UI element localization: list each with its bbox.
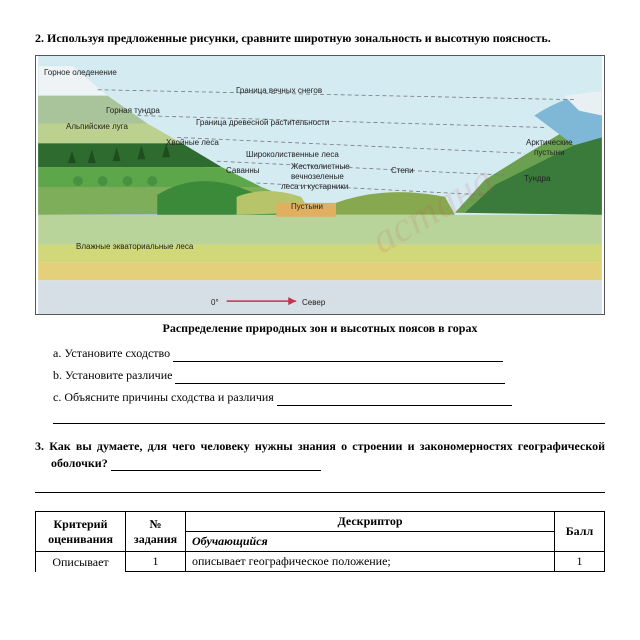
q2-number: 2. [35, 31, 44, 45]
label-savanna: Саванны [226, 166, 260, 175]
label-rainforest: Влажные экваториальные леса [76, 242, 193, 251]
label-arctic1: Арктические [526, 138, 573, 147]
th-task: № задания [126, 512, 186, 552]
blank-c[interactable] [277, 394, 512, 406]
blank-line-extra[interactable] [53, 410, 605, 424]
th-task-a: № [149, 517, 161, 531]
label-alpine: Альпийские луга [66, 122, 128, 131]
label-broadleaf: Широколиственные леса [246, 150, 339, 159]
td-learner: Обучающийся [186, 532, 555, 552]
q2-text: Используя предложенные рисунки, сравните… [47, 31, 551, 45]
table-header-row: Критерий оценивания № задания Дескриптор… [36, 512, 605, 532]
label-hardleaf1: Жестколистные [291, 162, 350, 171]
td-taskno: 1 [126, 552, 186, 572]
th-criterion: Критерий оценивания [36, 512, 126, 552]
table-row: Описывает 1 описывает географическое пол… [36, 552, 605, 572]
item-c: c. Объясните причины сходства и различия [53, 388, 605, 406]
item-a-text: a. Установите сходство [53, 346, 170, 360]
td-crit: Описывает [36, 552, 126, 572]
th-descriptor: Дескриптор [186, 512, 555, 532]
blank-b[interactable] [175, 372, 505, 384]
label-tundra: Тундра [524, 174, 550, 183]
td-desc: описывает географическое положение; [186, 552, 555, 572]
label-steppe: Степи [391, 166, 414, 175]
th-criterion-a: Критерий [53, 517, 107, 531]
blank-a[interactable] [173, 350, 503, 362]
question-3: 3. Как вы думаете, для чего человеку нуж… [35, 438, 605, 472]
label-zero: 0° [211, 298, 219, 307]
th-descriptor-text: Дескриптор [337, 514, 402, 528]
question-2: 2. Используя предложенные рисунки, сравн… [35, 30, 605, 47]
label-snowline: Граница вечных снегов [236, 86, 322, 95]
th-score-text: Балл [566, 524, 594, 538]
blank-q3a[interactable] [111, 459, 321, 471]
td-score: 1 [555, 552, 605, 572]
item-b: b. Установите различие [53, 366, 605, 384]
diagram-caption: Распределение природных зон и высотных п… [35, 321, 605, 336]
rubric-table: Критерий оценивания № задания Дескриптор… [35, 511, 605, 572]
th-score: Балл [555, 512, 605, 552]
learner-label: Обучающийся [192, 534, 268, 548]
q3-number: 3. [35, 439, 44, 453]
item-c-text: c. Объясните причины сходства и различия [53, 390, 274, 404]
blank-q3b[interactable] [35, 479, 605, 493]
item-a: a. Установите сходство [53, 344, 605, 362]
th-task-b: задания [134, 532, 177, 546]
label-arctic2: пустыни [534, 148, 565, 157]
label-north: Север [302, 298, 325, 307]
label-desert: Пустыни [291, 202, 323, 211]
label-hardleaf3: леса и кустарники [281, 182, 348, 191]
label-treeline: Граница древесной растительности [196, 118, 329, 127]
th-criterion-b: оценивания [48, 532, 113, 546]
label-hardleaf2: вечнозеленые [291, 172, 344, 181]
item-b-text: b. Установите различие [53, 368, 172, 382]
label-conifer: Хвойные леса [166, 138, 219, 147]
zonality-diagram: астана Горное оледенение Граница вечных … [35, 55, 605, 315]
label-mtundra: Горная тундра [106, 106, 160, 115]
label-glacier: Горное оледенение [44, 68, 117, 77]
